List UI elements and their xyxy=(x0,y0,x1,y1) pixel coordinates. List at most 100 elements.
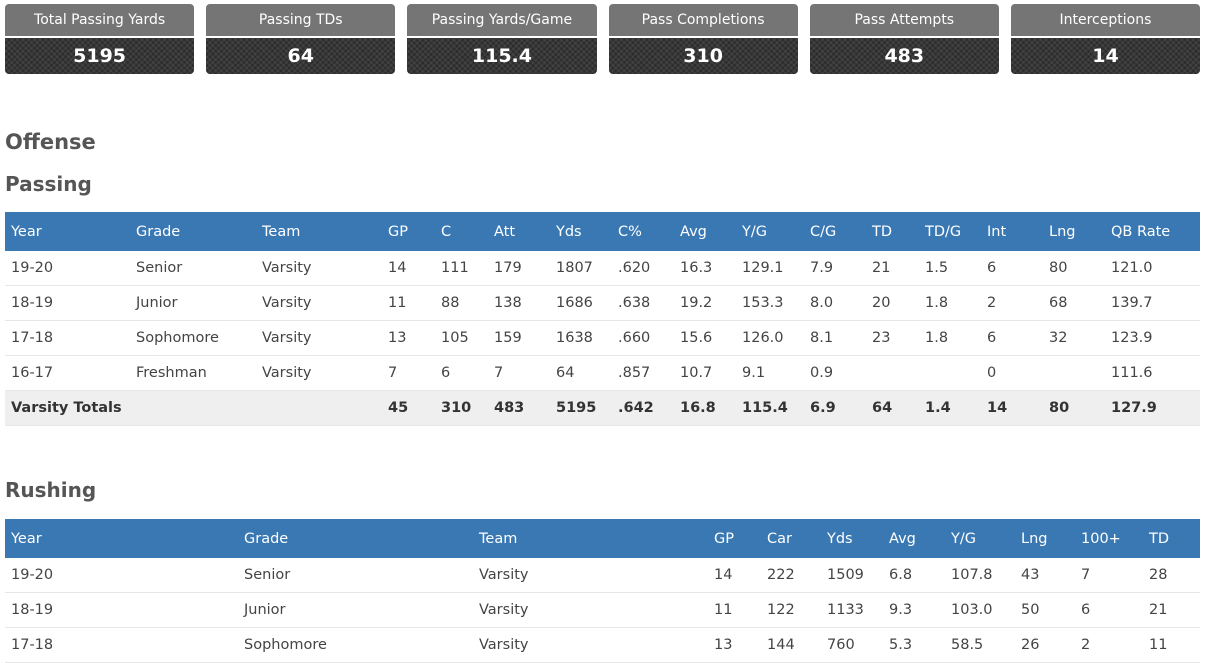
table-cell: .857 xyxy=(612,355,674,391)
section-title: Offense xyxy=(5,130,96,154)
stat-card: Total Passing Yards 5195 xyxy=(5,4,195,74)
column-header[interactable]: Att xyxy=(494,223,516,240)
table-cell: 111.6 xyxy=(1105,355,1200,391)
column-header[interactable]: GP xyxy=(714,530,734,547)
column-header[interactable]: Avg xyxy=(889,530,916,547)
table-cell: .638 xyxy=(612,285,674,321)
column-header[interactable]: Team xyxy=(262,223,301,240)
table-cell xyxy=(866,355,919,391)
table-cell: 28 xyxy=(1143,558,1200,593)
stat-value: 483 xyxy=(809,38,999,74)
table-cell: 107.8 xyxy=(945,558,1015,593)
column-header[interactable]: Lng xyxy=(1021,530,1048,547)
column-header[interactable]: QB Rate xyxy=(1111,223,1171,240)
table-row: 19-20 Senior Varsity 14 222 1509 6.8 107.8 43 7 28 xyxy=(5,558,1200,593)
stat-value: 115.4 xyxy=(407,38,597,74)
stat-cards: Total Passing Yards 5195 Passing TDs 64 Pa… xyxy=(5,4,1201,74)
table-cell: 18-19 xyxy=(5,285,130,321)
column-header[interactable]: Year xyxy=(11,223,42,240)
table-cell: 21 xyxy=(866,251,919,286)
totals-cell: 6.9 xyxy=(804,390,866,426)
stat-value: 310 xyxy=(608,38,798,74)
column-header[interactable]: Y/G xyxy=(951,530,976,547)
column-header[interactable]: 100+ xyxy=(1081,530,1121,547)
table-cell: Junior xyxy=(238,592,473,628)
table-cell: 7 xyxy=(382,355,435,391)
column-header[interactable]: Grade xyxy=(244,530,289,547)
column-header[interactable]: Avg xyxy=(680,223,707,240)
stat-label: Passing TDs xyxy=(206,4,396,38)
totals-cell: 310 xyxy=(435,390,488,426)
table-header-row: Year Grade Team GP C Att Yds C% Avg Y/G C/G TD TD/G I… xyxy=(5,212,1200,251)
table-cell: 64 xyxy=(550,355,612,391)
column-header[interactable]: Y/G xyxy=(742,223,767,240)
table-cell: Senior xyxy=(238,558,473,593)
table-row: 17-18 Sophomore Varsity 13 144 760 5.3 58.5 26 2 1… xyxy=(5,627,1200,663)
stat-card: Interceptions 14 xyxy=(1010,4,1201,74)
table-cell: 179 xyxy=(488,251,550,286)
table-cell: Varsity xyxy=(256,355,382,391)
table-cell: 26 xyxy=(1015,627,1075,663)
table-cell: Sophomore xyxy=(238,627,473,663)
column-header[interactable]: Yds xyxy=(827,530,853,547)
table-cell: 21 xyxy=(1143,592,1200,628)
column-header[interactable]: C% xyxy=(618,223,642,240)
totals-cell: 483 xyxy=(488,390,550,426)
column-header[interactable]: Team xyxy=(479,530,518,547)
table-row: 18-19 Junior Varsity 11 88 138 1686.638 19.2 153… xyxy=(5,285,1200,321)
column-header[interactable]: Int xyxy=(987,223,1007,240)
table-cell: 139.7 xyxy=(1105,285,1200,321)
table-cell: 17-18 xyxy=(5,627,238,663)
totals-row: Varsity Totals 45 310 483 5195.642 16.8 115.4 6… xyxy=(5,390,1200,426)
passing-title: Passing xyxy=(5,172,92,196)
table-cell: 121.0 xyxy=(1105,251,1200,286)
table-cell: 8.0 xyxy=(804,285,866,321)
passing-table: Year Grade Team GP C Att Yds C% Avg Y/G C/G TD TD/G I… xyxy=(5,212,1200,426)
table-cell: 159 xyxy=(488,320,550,356)
column-header[interactable]: GP xyxy=(388,223,408,240)
stat-card: Pass Attempts 483 xyxy=(809,4,999,74)
column-header[interactable]: TD xyxy=(1149,530,1170,547)
column-header[interactable]: C/G xyxy=(810,223,837,240)
column-header[interactable]: Year xyxy=(11,530,42,547)
column-header[interactable]: Grade xyxy=(136,223,181,240)
table-cell: 0.9 xyxy=(804,355,866,391)
stat-label: Pass Completions xyxy=(608,4,798,38)
table-cell: 760 xyxy=(821,627,883,663)
table-cell: 126.0 xyxy=(736,320,804,356)
table-cell: 7.9 xyxy=(804,251,866,286)
table-cell: 2 xyxy=(1075,627,1143,663)
table-cell: 1.8 xyxy=(919,320,981,356)
table-cell: 9.1 xyxy=(736,355,804,391)
stat-card: Passing Yards/Game 115.4 xyxy=(407,4,597,74)
stat-label: Passing Yards/Game xyxy=(407,4,597,38)
table-cell: 1.8 xyxy=(919,285,981,321)
table-cell: 105 xyxy=(435,320,488,356)
column-header[interactable]: Yds xyxy=(556,223,582,240)
table-cell: Varsity xyxy=(256,251,382,286)
table-cell: 80 xyxy=(1043,251,1105,286)
table-cell: 1807 xyxy=(550,251,612,286)
table-cell: 6 xyxy=(1075,592,1143,628)
table-cell: 18-19 xyxy=(5,592,238,628)
table-cell: Junior xyxy=(130,285,256,321)
column-header[interactable]: TD xyxy=(872,223,893,240)
table-cell: 1.5 xyxy=(919,251,981,286)
column-header[interactable]: TD/G xyxy=(925,223,962,240)
table-cell: 11 xyxy=(1143,627,1200,663)
table-row: 18-19 Junior Varsity 11 122 1133 9.3 103.0 50 6 21 xyxy=(5,592,1200,628)
column-header[interactable]: C xyxy=(441,223,452,240)
table-cell: 88 xyxy=(435,285,488,321)
stat-value: 64 xyxy=(206,38,396,74)
stat-label: Pass Attempts xyxy=(809,4,999,38)
rushing-title: Rushing xyxy=(5,478,97,502)
totals-cell: 1.4 xyxy=(919,390,981,426)
column-header[interactable]: Lng xyxy=(1049,223,1076,240)
table-cell: 0 xyxy=(981,355,1043,391)
table-cell: 129.1 xyxy=(736,251,804,286)
table-cell: 7 xyxy=(1075,558,1143,593)
column-header[interactable]: Car xyxy=(767,530,792,547)
table-cell: 7 xyxy=(488,355,550,391)
totals-cell: 16.8 xyxy=(674,390,736,426)
stat-value: 14 xyxy=(1010,38,1201,74)
